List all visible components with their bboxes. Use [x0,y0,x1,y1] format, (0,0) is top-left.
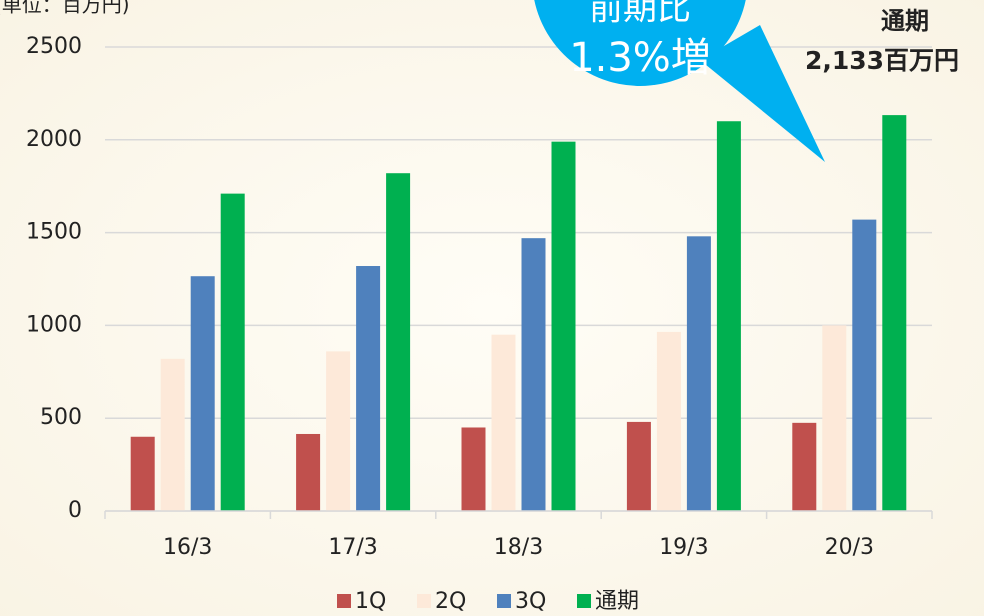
y-tick-label: 500 [40,405,82,430]
callout-tail [700,25,825,162]
bar [716,121,741,512]
bar [190,276,215,511]
plot-area: 0 500 1000 1500 2000 2500 16/3 17/3 18/3 19/3 20/3… [26,34,933,614]
callout: 前期比 1.3%増 [534,0,825,162]
annotation: 2,133百万円 [805,46,959,75]
y-tick-label: 0 [68,498,82,523]
legend-swatch [337,594,351,608]
bar [656,331,681,511]
callout-text: 前期比 [589,0,691,29]
chart-subtitle: (単位：百万円) [0,0,130,17]
x-tick-label: 16/3 [163,535,212,560]
y-tick-label: 2500 [26,34,82,59]
bar [882,115,907,511]
y-tick-label: 1500 [26,220,82,245]
bar [386,173,411,511]
bar [326,351,351,511]
legend-label: 3Q [515,589,546,614]
legend-swatch [417,594,431,608]
legend-swatch [497,594,511,608]
x-tick-label: 19/3 [659,535,708,560]
bar [160,358,185,511]
annotation: 通期 [881,7,929,35]
x-tick-label: 18/3 [494,535,543,560]
bar [491,334,516,511]
bar [792,422,817,511]
bar [852,219,877,511]
legend-swatch [577,594,591,608]
bar [356,266,381,511]
bar [130,436,155,511]
bar [551,141,576,511]
y-tick-label: 2000 [26,127,82,152]
callout-text: 1.3%増 [569,35,711,81]
legend-label: 1Q [355,589,386,614]
bar [296,433,321,511]
x-tick-label: 20/3 [825,535,874,560]
legend-label: 通期 [595,589,639,614]
bar [626,421,651,511]
bar [220,193,245,511]
bar [686,236,711,511]
bar [521,238,546,511]
legend-label: 2Q [435,589,466,614]
callout-bubble [534,0,746,86]
bar [822,325,847,511]
x-tick-label: 17/3 [328,535,377,560]
y-tick-label: 1000 [26,312,82,337]
bar [461,427,486,511]
